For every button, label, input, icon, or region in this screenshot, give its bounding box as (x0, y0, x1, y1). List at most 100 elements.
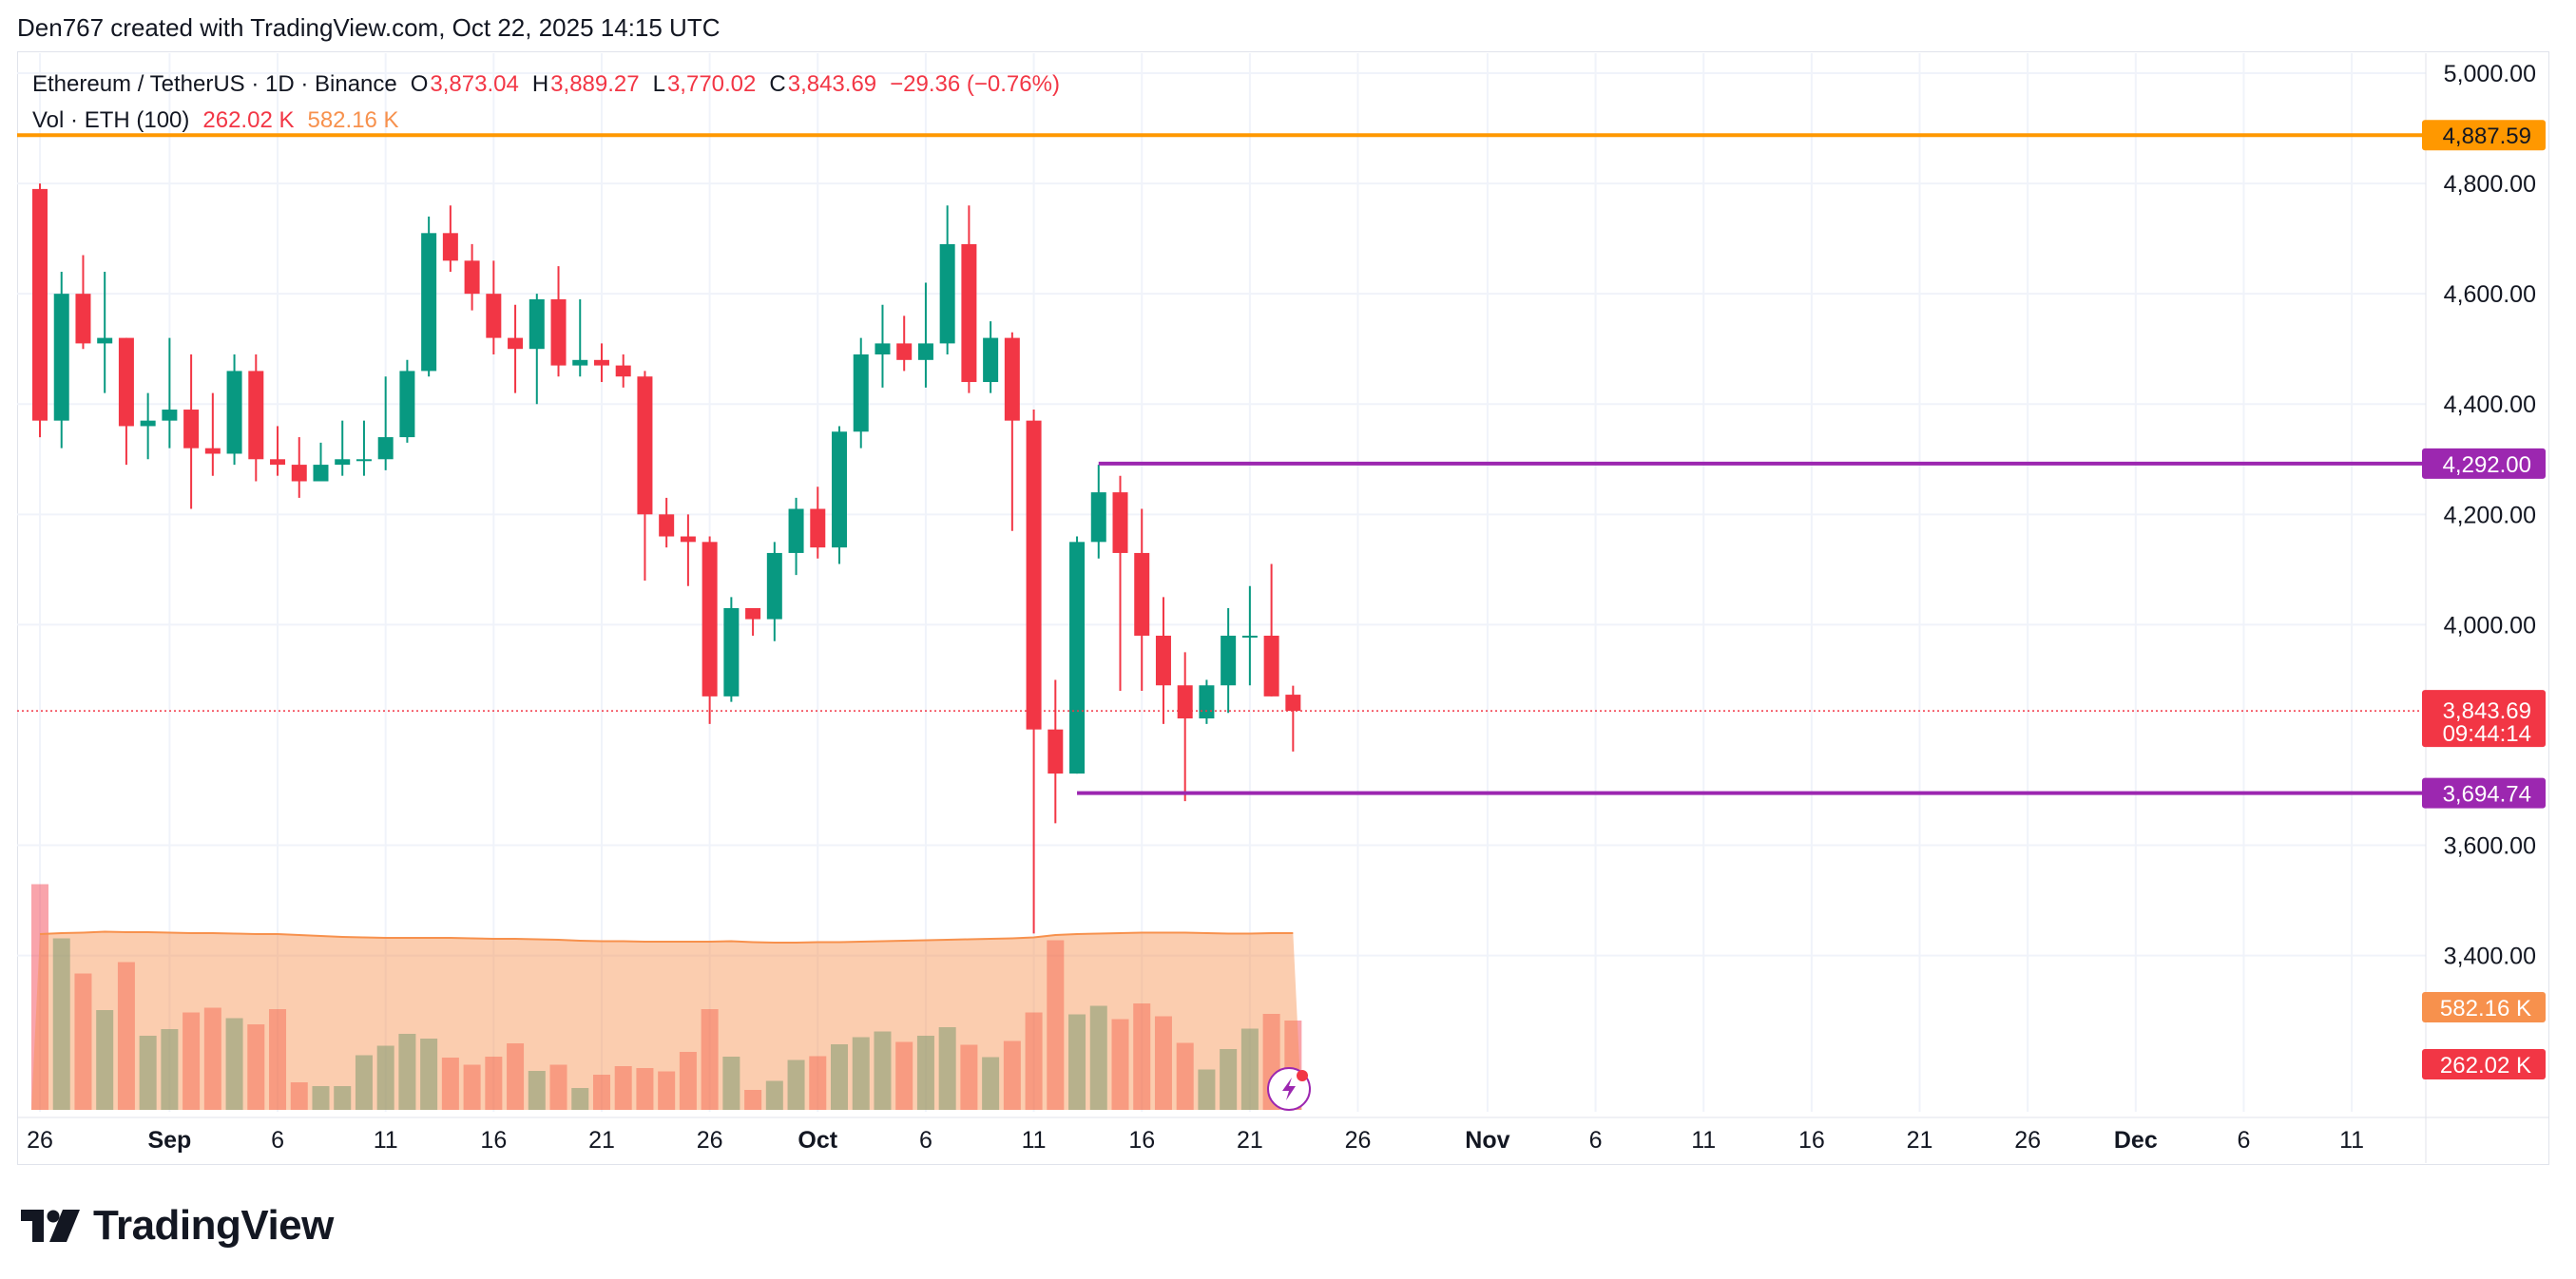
volume-bar (52, 938, 70, 1110)
candle[interactable] (680, 514, 696, 586)
candle[interactable] (356, 420, 372, 476)
volume-bar (247, 1024, 265, 1110)
current-price-text: 3,843.69 (2443, 698, 2531, 724)
tradingview-logo[interactable]: TradingView (21, 1202, 334, 1250)
candle[interactable] (1177, 652, 1193, 802)
resistance-purple-badge (2422, 448, 2546, 479)
tradingview-logo-icon (21, 1210, 80, 1242)
candle[interactable] (659, 497, 675, 548)
candle-body (917, 343, 933, 360)
volume-bar (225, 1018, 243, 1110)
candle[interactable] (226, 354, 242, 466)
time-tick-label: 11 (2339, 1127, 2364, 1154)
candle[interactable] (464, 243, 480, 311)
candle[interactable] (399, 359, 415, 443)
candle-body (832, 431, 848, 548)
candle-body (637, 376, 653, 515)
candle[interactable] (1112, 475, 1128, 692)
candle[interactable] (1199, 679, 1215, 724)
candle[interactable] (745, 607, 761, 637)
candle[interactable] (377, 376, 394, 470)
candle[interactable] (486, 260, 502, 355)
candle[interactable] (637, 371, 653, 581)
candle[interactable] (766, 542, 782, 641)
candle-body (421, 233, 437, 372)
candle[interactable] (1069, 536, 1086, 774)
volume-bar (1025, 1012, 1043, 1110)
candle[interactable] (593, 343, 609, 383)
open-value: 3,873.04 (430, 71, 519, 97)
volume-bar (874, 1031, 892, 1110)
candle[interactable] (248, 354, 264, 482)
candle[interactable] (1090, 465, 1106, 559)
candle[interactable] (162, 337, 178, 449)
candle[interactable] (875, 304, 891, 388)
candle-body (1048, 729, 1064, 774)
volume-bar (1220, 1049, 1238, 1110)
volume-label[interactable]: Vol · ETH (100) (32, 107, 190, 133)
volume-bar (1176, 1042, 1194, 1110)
candle[interactable] (853, 337, 869, 449)
volume-bar (74, 973, 92, 1110)
candle-body (810, 508, 826, 548)
candle-body (529, 298, 545, 350)
candle[interactable] (896, 315, 913, 372)
candle[interactable] (1155, 597, 1171, 724)
symbol-title[interactable]: Ethereum / TetherUS · 1D · Binance (32, 71, 397, 97)
candle[interactable] (270, 426, 286, 476)
candle[interactable] (118, 337, 134, 466)
candle[interactable] (615, 354, 631, 388)
candle[interactable] (291, 437, 307, 498)
candle-body (593, 359, 609, 366)
volume-bar (376, 1045, 394, 1110)
candle[interactable] (140, 392, 156, 460)
candle-body (291, 465, 307, 482)
candle-body (97, 337, 113, 344)
candle[interactable] (442, 205, 458, 272)
volume-bar (161, 1029, 179, 1110)
candle[interactable] (961, 205, 977, 393)
candle[interactable] (97, 271, 113, 393)
candle[interactable] (1026, 410, 1042, 934)
candle[interactable] (32, 183, 48, 438)
vol-ma-badge (2422, 992, 2546, 1022)
candle[interactable] (917, 282, 933, 388)
volume-bar (1111, 1019, 1129, 1110)
candle[interactable] (939, 205, 955, 355)
candle[interactable] (1241, 585, 1258, 686)
candle[interactable] (204, 392, 221, 476)
candle[interactable] (529, 294, 545, 405)
candle[interactable] (723, 597, 740, 702)
candle-body (1263, 636, 1279, 697)
candle[interactable] (832, 426, 848, 564)
candle[interactable] (1221, 607, 1237, 714)
candle[interactable] (1285, 685, 1301, 752)
candle[interactable] (313, 442, 329, 482)
candle[interactable] (1048, 679, 1064, 824)
candle-body (615, 365, 631, 377)
candle[interactable] (1263, 563, 1279, 697)
candle[interactable] (1134, 508, 1150, 692)
candle[interactable] (75, 255, 91, 350)
candle[interactable] (550, 266, 567, 377)
candle[interactable] (53, 271, 69, 449)
volume-ma-line (39, 930, 1294, 944)
candle[interactable] (572, 298, 588, 377)
volume-bar (982, 1057, 1000, 1110)
candle[interactable] (810, 487, 826, 559)
volume-bar (809, 1056, 827, 1110)
time-tick-label: 16 (1798, 1127, 1825, 1154)
candle[interactable] (1004, 332, 1020, 531)
candle[interactable] (183, 354, 200, 509)
candle[interactable] (702, 536, 718, 724)
candle[interactable] (788, 497, 804, 576)
candle[interactable] (335, 420, 351, 476)
time-tick-label: 11 (1022, 1127, 1047, 1154)
candle[interactable] (421, 216, 437, 377)
tradingview-brand: TradingView (93, 1202, 334, 1249)
volume-bar (507, 1043, 525, 1110)
candle[interactable] (983, 321, 999, 393)
lightning-icon[interactable] (1267, 1067, 1311, 1111)
candle[interactable] (508, 304, 524, 393)
